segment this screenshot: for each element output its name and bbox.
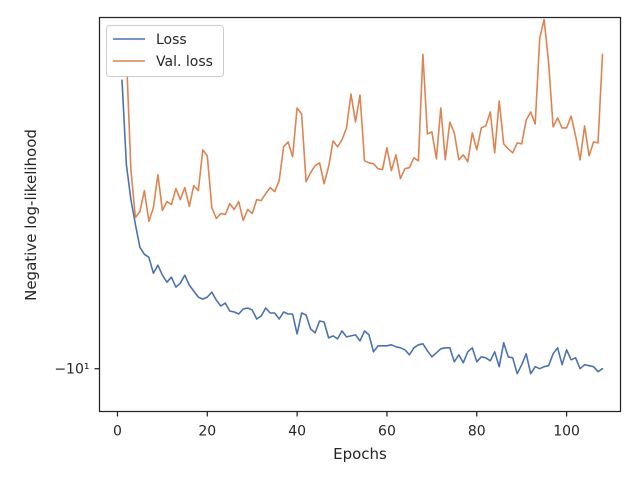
plot-area bbox=[98, 16, 622, 413]
legend-label-loss: Loss bbox=[156, 32, 187, 48]
x-ticks: 0 20 40 60 80 100 bbox=[113, 411, 580, 440]
x-tick-label: 0 bbox=[113, 424, 122, 440]
x-tick-label: 40 bbox=[288, 424, 306, 440]
x-tick-label: 80 bbox=[468, 424, 486, 440]
y-ticks: −10¹ bbox=[54, 362, 100, 378]
y-tick-label: −10¹ bbox=[54, 362, 89, 378]
y-axis-label: Negative log-likelihood bbox=[22, 129, 40, 301]
legend: Loss Val. loss bbox=[106, 25, 224, 77]
x-tick-label: 100 bbox=[553, 424, 580, 440]
x-axis-label: Epochs bbox=[333, 445, 387, 463]
series-line-loss bbox=[121, 79, 604, 375]
series-line-val-loss bbox=[121, 18, 604, 223]
x-tick-label: 20 bbox=[198, 424, 216, 440]
legend-label-val-loss: Val. loss bbox=[156, 54, 213, 70]
series-layer bbox=[121, 18, 604, 375]
x-tick-label: 60 bbox=[378, 424, 396, 440]
